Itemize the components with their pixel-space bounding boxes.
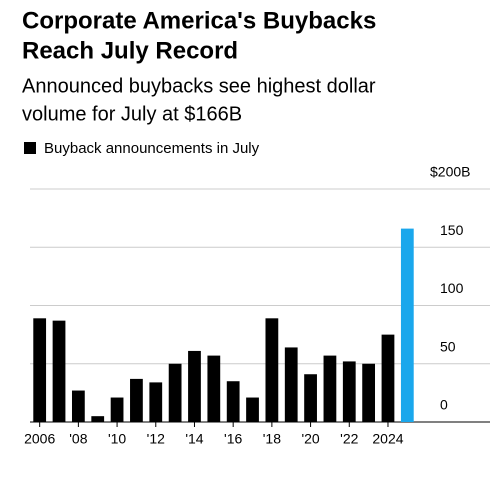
bar	[226, 381, 240, 422]
y-tick-label: $200B	[430, 164, 470, 180]
bar	[342, 361, 356, 422]
bar	[130, 378, 143, 422]
bar	[168, 363, 182, 422]
bar	[149, 382, 163, 422]
bar	[323, 355, 337, 422]
bar	[362, 363, 376, 422]
y-tick-label: 150	[440, 222, 464, 238]
x-tick-label: '12	[147, 431, 165, 447]
x-tick-label: '14	[185, 431, 203, 447]
bar	[381, 334, 395, 422]
legend-swatch	[24, 142, 36, 154]
x-tick-label: '22	[340, 431, 358, 447]
bar	[188, 350, 201, 422]
x-tick-label: '08	[69, 431, 87, 447]
y-tick-label: 0	[440, 397, 448, 413]
x-tick-label: 2024	[372, 431, 403, 447]
x-tick-label: '20	[301, 431, 319, 447]
y-tick-label: 100	[440, 280, 464, 296]
x-tick-label: '16	[224, 431, 242, 447]
chart-subtitle: Announced buybacks see highest dollar	[22, 75, 376, 97]
bar	[91, 416, 105, 422]
bar	[400, 228, 414, 422]
chart-subtitle: volume for July at $166B	[22, 103, 242, 125]
y-tick-label: 50	[440, 338, 456, 354]
bar	[246, 397, 259, 422]
bar	[52, 320, 66, 422]
bar	[284, 347, 298, 422]
x-tick-label: 2006	[24, 431, 55, 447]
bar	[207, 355, 221, 422]
chart-title: Corporate America's Buybacks	[22, 7, 376, 34]
legend-label: Buyback announcements in July	[44, 140, 260, 157]
bar	[265, 318, 279, 422]
chart-title: Reach July Record	[22, 37, 238, 64]
bar	[33, 318, 47, 422]
x-tick-label: '10	[108, 431, 126, 447]
bar	[304, 374, 317, 422]
bar	[110, 397, 124, 422]
x-tick-label: '18	[263, 431, 281, 447]
bar	[71, 390, 85, 422]
